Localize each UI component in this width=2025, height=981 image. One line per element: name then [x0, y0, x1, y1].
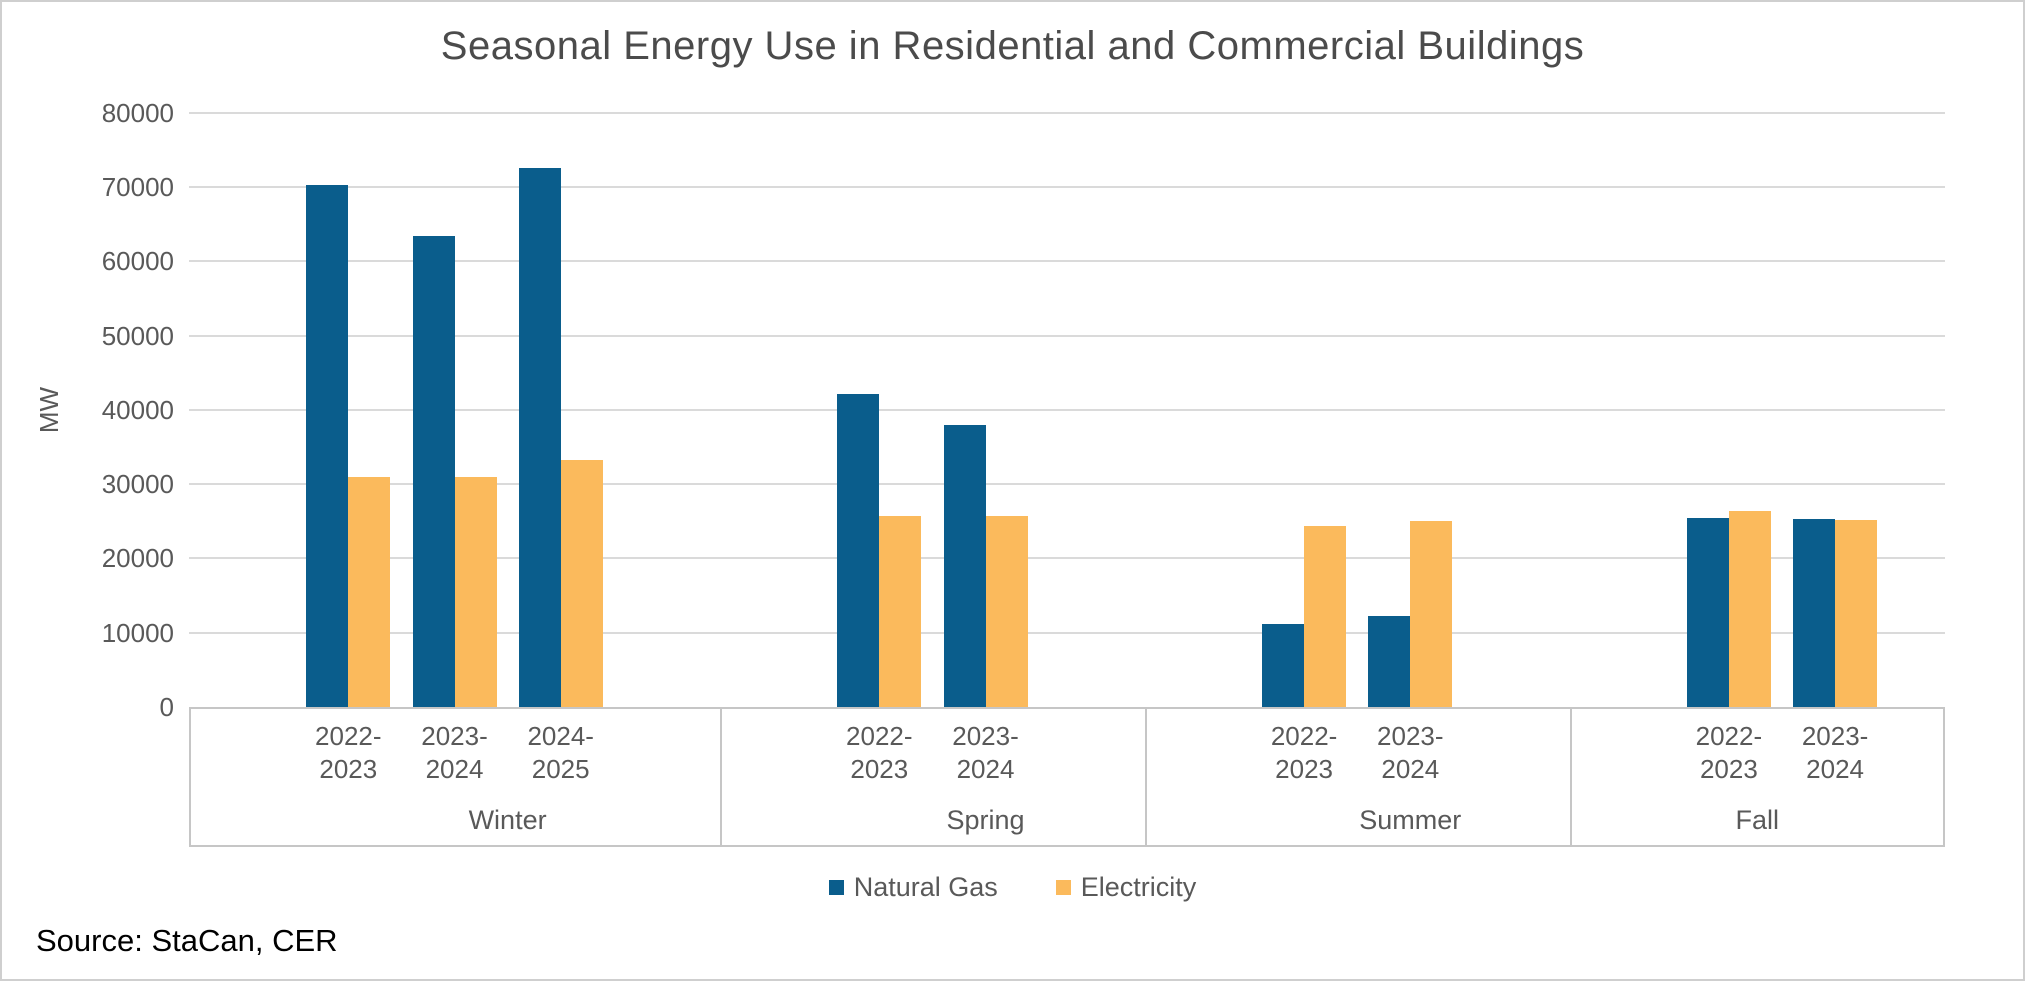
legend-label-natural-gas: Natural Gas [853, 872, 998, 902]
x-tick-label-fall-2022-2023: 2022- 2023 [1695, 721, 1763, 784]
bar-electricity-spring-2022-2023 [879, 516, 922, 707]
x-tick-label-winter-2024-2025: 2024- 2025 [527, 721, 594, 784]
x-tick-label-winter-2023-2024: 2023- 2024 [421, 721, 488, 784]
y-tick-label-60000: 60000 [101, 246, 174, 277]
x-tick-label-winter-2022-2023: 2022- 2023 [315, 721, 382, 784]
gridline-50000 [189, 334, 1945, 337]
legend: Natural Gas Electricity [2, 872, 2023, 903]
x-tick-label-spring-2022-2023: 2022- 2023 [846, 721, 913, 784]
category-axis-box [189, 707, 1945, 847]
legend-item-natural-gas: Natural Gas [828, 872, 998, 903]
bar-electricity-summer-2022-2023 [1304, 526, 1347, 707]
x-tick-label-summer-2023-2024: 2023- 2024 [1377, 721, 1444, 784]
y-tick-label-30000: 30000 [101, 469, 174, 500]
gridline-70000 [189, 185, 1945, 188]
bar-natural-gas-winter-2023-2024 [412, 235, 455, 707]
legend-swatch-electricity [1055, 880, 1071, 895]
bar-natural-gas-spring-2023-2024 [943, 425, 986, 707]
season-label-spring: Spring [946, 805, 1025, 835]
y-tick-label-40000: 40000 [101, 394, 174, 425]
y-tick-label-80000: 80000 [101, 97, 174, 128]
season-divider-summer [1144, 707, 1147, 847]
y-tick-label-10000: 10000 [101, 617, 174, 648]
legend-label-electricity: Electricity [1080, 872, 1197, 902]
bar-electricity-winter-2022-2023 [348, 477, 391, 707]
x-tick-label-summer-2022-2023: 2022- 2023 [1270, 721, 1338, 784]
x-tick-label-fall-2023-2024: 2023- 2024 [1801, 721, 1869, 784]
bar-electricity-fall-2023-2024 [1835, 519, 1878, 707]
gridline-20000 [189, 557, 1945, 560]
season-divider-fall [1569, 707, 1572, 847]
bar-natural-gas-winter-2024-2025 [518, 168, 561, 707]
season-label-summer: Summer [1359, 805, 1462, 835]
bar-electricity-fall-2022-2023 [1728, 510, 1771, 707]
gridline-80000 [189, 111, 1945, 114]
gridline-40000 [189, 408, 1945, 411]
bar-electricity-winter-2023-2024 [454, 477, 497, 707]
legend-swatch-natural-gas [828, 880, 844, 895]
season-label-fall: Fall [1735, 805, 1780, 835]
y-tick-label-70000: 70000 [101, 171, 174, 202]
legend-item-electricity: Electricity [1055, 872, 1197, 903]
bar-natural-gas-fall-2022-2023 [1686, 518, 1729, 707]
y-tick-label-20000: 20000 [101, 543, 174, 574]
bar-electricity-summer-2023-2024 [1410, 521, 1453, 707]
bar-natural-gas-summer-2023-2024 [1368, 616, 1411, 707]
bar-electricity-winter-2024-2025 [560, 459, 603, 707]
season-divider-spring [720, 707, 722, 847]
bar-natural-gas-spring-2022-2023 [837, 394, 880, 707]
source-note: Source: StaCan, CER [36, 923, 338, 958]
gridline-10000 [189, 631, 1945, 634]
x-tick-label-spring-2023-2024: 2023- 2024 [952, 721, 1019, 784]
y-tick-label-50000: 50000 [101, 320, 174, 351]
gridline-60000 [189, 260, 1945, 263]
bar-natural-gas-fall-2023-2024 [1793, 519, 1836, 707]
bar-natural-gas-summer-2022-2023 [1262, 623, 1305, 707]
bar-electricity-spring-2023-2024 [985, 516, 1028, 707]
bar-natural-gas-winter-2022-2023 [306, 184, 349, 707]
season-label-winter: Winter [468, 805, 547, 835]
gridline-30000 [189, 483, 1945, 486]
y-tick-label-0: 0 [159, 692, 174, 722]
chart-title: Seasonal Energy Use in Residential and C… [440, 24, 1585, 68]
